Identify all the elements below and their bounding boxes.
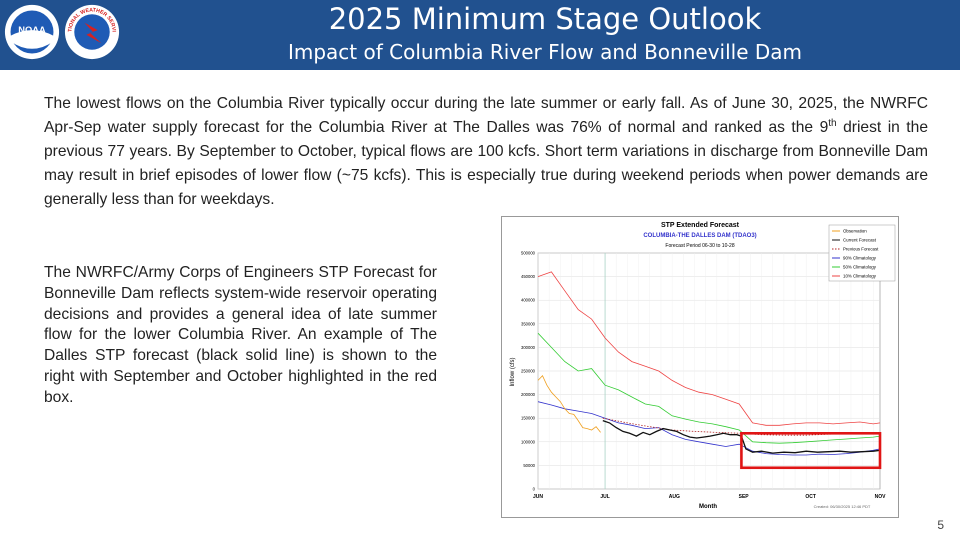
intro-superscript: th bbox=[828, 117, 837, 129]
legend-label: Observation bbox=[843, 229, 867, 234]
intro-part2: driest in the previous 77 years. By Sept… bbox=[44, 119, 928, 208]
y-tick-label: 250000 bbox=[521, 369, 536, 374]
chart-xlabel: Month bbox=[699, 504, 717, 510]
slide-subtitle: Impact of Columbia River Flow and Bonnev… bbox=[287, 40, 803, 64]
intro-part1: The lowest flows on the Columbia River t… bbox=[44, 95, 928, 136]
series-line-50-climatology bbox=[537, 332, 881, 444]
sep-oct-highlight-box bbox=[740, 432, 882, 470]
x-tick-label: SEP bbox=[739, 494, 750, 500]
nws-logo: NATIONAL WEATHER SERVICE bbox=[64, 4, 120, 60]
stp-forecast-chart: STP Extended Forecast COLUMBIA-THE DALLE… bbox=[501, 216, 899, 518]
chart-series bbox=[537, 271, 881, 456]
legend-label: 90% Climatology bbox=[843, 256, 877, 261]
slide-header: NOAA NATIONAL WEATHER SERVICE 2025 Minim… bbox=[0, 0, 960, 70]
y-tick-label: 50000 bbox=[523, 463, 535, 468]
series-line-current-forecast bbox=[602, 419, 881, 454]
y-tick-label: 450000 bbox=[521, 274, 536, 279]
x-tick-label: NOV bbox=[875, 494, 887, 500]
legend-box bbox=[828, 224, 896, 282]
noaa-logo: NOAA bbox=[4, 4, 60, 60]
chart-subtitle: COLUMBIA-THE DALLES DAM (TDAO3) bbox=[643, 233, 756, 239]
y-tick-label: 400000 bbox=[521, 298, 536, 303]
page-number: 5 bbox=[937, 518, 944, 532]
chart-highlight bbox=[740, 432, 882, 470]
chart-legend: Observation Current Forecast Previous Fore… bbox=[828, 224, 896, 282]
y-tick-label: 300000 bbox=[521, 345, 536, 350]
x-tick-label: OCT bbox=[805, 494, 816, 500]
series-line-10-climatology bbox=[537, 271, 881, 426]
y-tick-label: 200000 bbox=[521, 392, 536, 397]
legend-label: 10% Climatology bbox=[843, 274, 877, 279]
y-tick-label: 100000 bbox=[521, 439, 536, 444]
legend-label: Previous Forecast bbox=[843, 247, 879, 252]
x-tick-label: AUG bbox=[669, 494, 680, 500]
series-line-observation bbox=[537, 374, 601, 433]
x-tick-label: JUL bbox=[600, 494, 609, 500]
noaa-logo-text: NOAA bbox=[18, 25, 46, 35]
chart-created: Created: 06/30/2025 12:46 PDT bbox=[814, 504, 871, 509]
y-tick-label: 150000 bbox=[521, 416, 536, 421]
chart-ylabel: Inflow (cfs) bbox=[510, 357, 516, 386]
chart-grid bbox=[537, 252, 881, 490]
chart-svg: STP Extended Forecast COLUMBIA-THE DALLE… bbox=[510, 222, 896, 510]
series-line-90-climatology bbox=[537, 401, 881, 456]
chart-description: The NWRFC/Army Corps of Engineers STP Fo… bbox=[44, 264, 437, 406]
chart-axes: 0 50000 100000 150000 200000 250000 300000 3500… bbox=[521, 251, 886, 501]
y-tick-label: 500000 bbox=[521, 251, 536, 256]
intro-paragraph: The lowest flows on the Columbia River t… bbox=[44, 92, 928, 212]
chart-period: Forecast Period 06-30 to 10-28 bbox=[665, 243, 734, 249]
x-tick-label: JUN bbox=[533, 494, 543, 500]
slide-title: 2025 Minimum Stage Outlook bbox=[328, 2, 762, 36]
legend-label: Current Forecast bbox=[843, 238, 877, 243]
legend-label: 50% Climatology bbox=[843, 265, 877, 270]
y-tick-label: 0 bbox=[533, 487, 536, 492]
y-tick-label: 350000 bbox=[521, 321, 536, 326]
chart-title: STP Extended Forecast bbox=[661, 222, 740, 229]
